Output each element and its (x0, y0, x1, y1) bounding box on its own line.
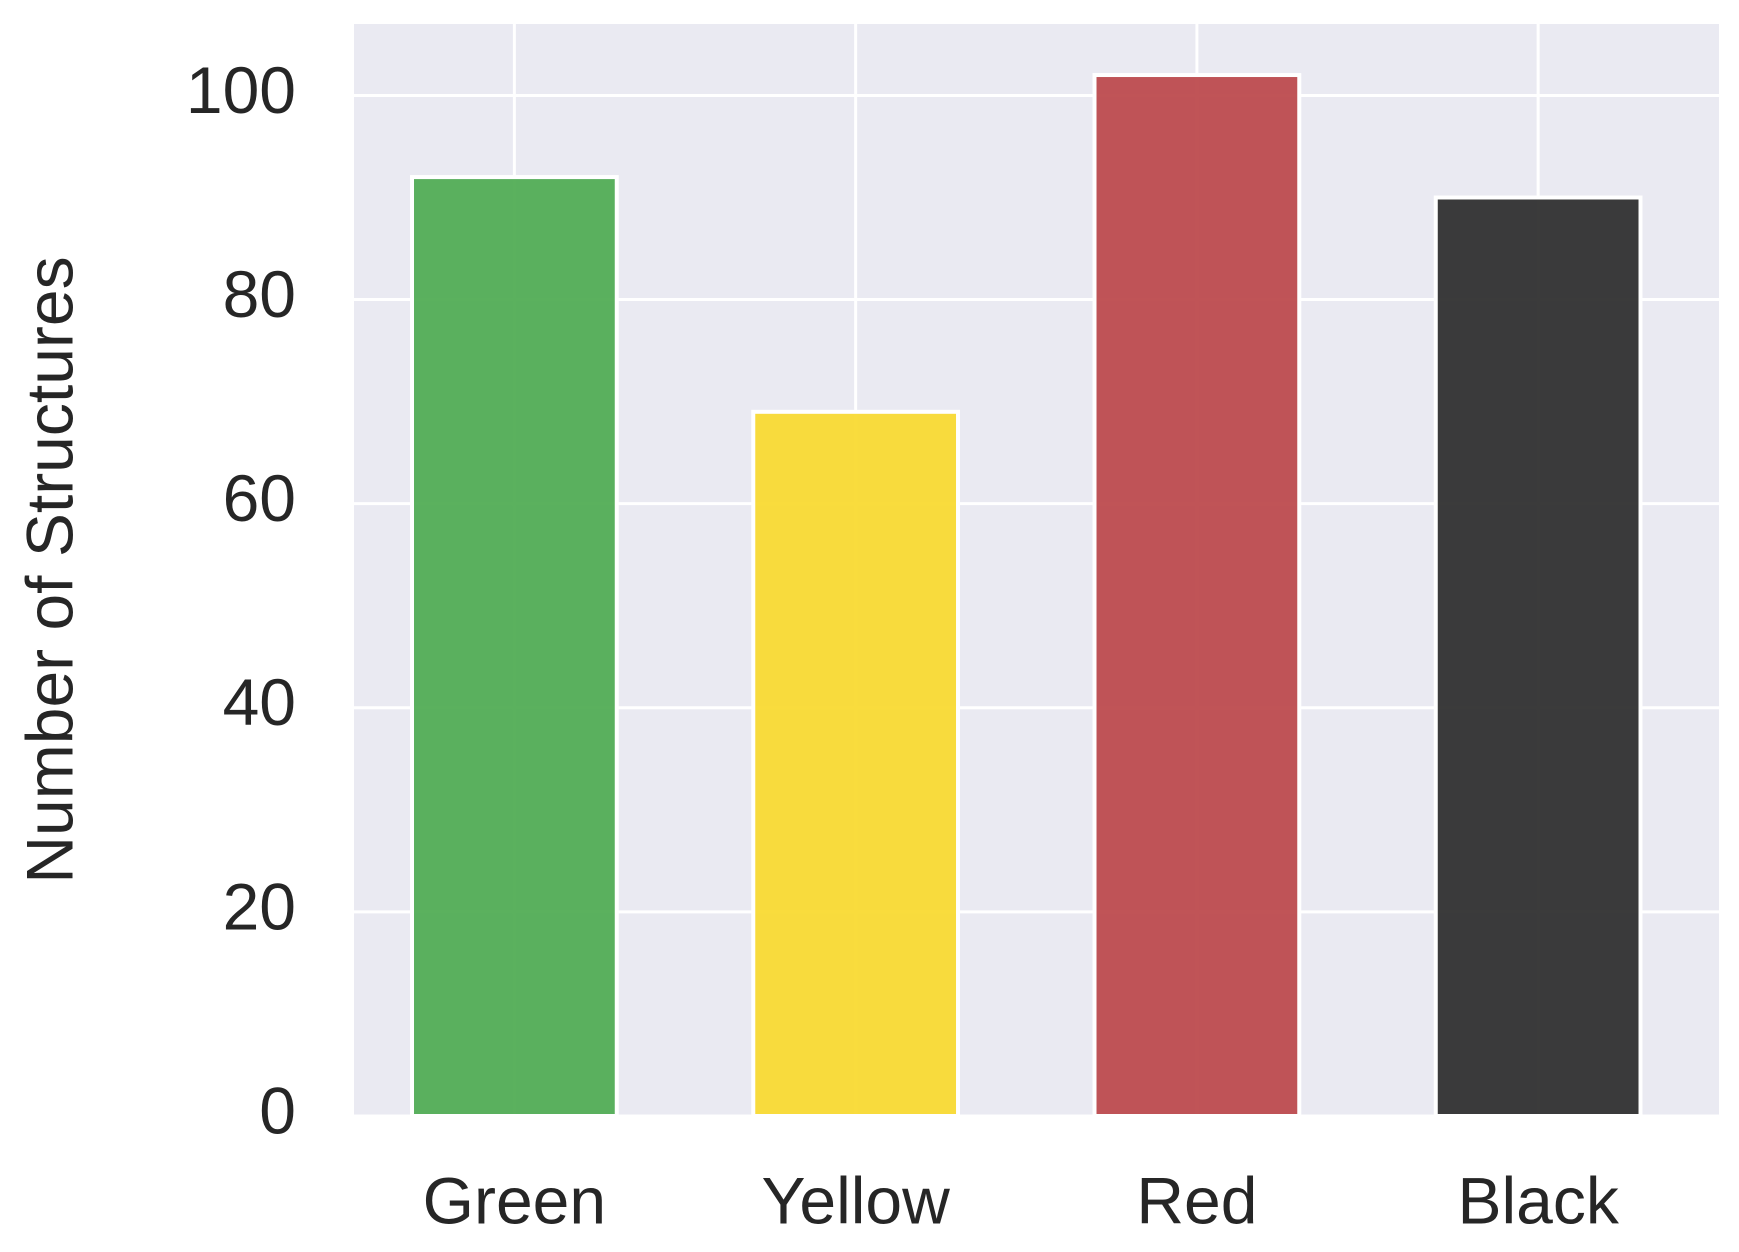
bar (410, 175, 619, 1118)
bar (751, 409, 961, 1118)
x-tick-label: Red (1136, 1163, 1257, 1237)
y-tick-label: 0 (259, 1073, 296, 1147)
x-tick-label: Black (1457, 1163, 1619, 1237)
bar (1092, 73, 1302, 1118)
y-tick-label: 100 (186, 53, 296, 127)
y-tick-label: 40 (223, 665, 296, 739)
y-tick-label: 20 (223, 869, 296, 943)
x-tick-label: Yellow (761, 1163, 950, 1237)
y-axis-label: Number of Structures (12, 256, 86, 883)
x-tick-label: Green (423, 1163, 606, 1237)
bar (1433, 195, 1643, 1119)
y-tick-label: 80 (223, 257, 296, 331)
y-tick-label: 60 (223, 461, 296, 535)
